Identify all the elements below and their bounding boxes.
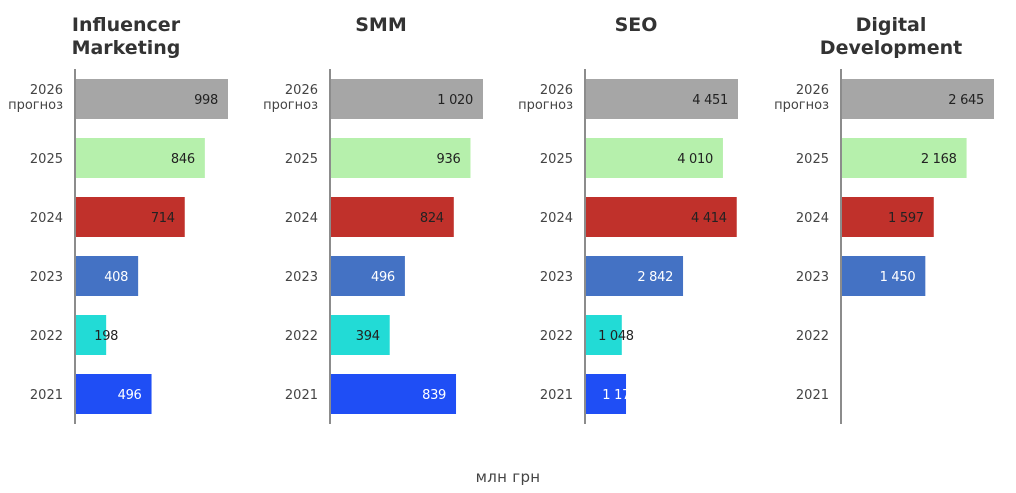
bar: [586, 197, 737, 237]
chart-panel: SMM 2026 прогноз 1 020 2025 936 2024 824 2023 496…: [263, 14, 483, 424]
bar: [842, 197, 934, 237]
category-label: 2022: [30, 329, 63, 344]
data-label: 846: [171, 152, 195, 167]
category-label: 2023: [540, 270, 573, 285]
category-label: 2021: [285, 388, 318, 403]
bar: [331, 79, 483, 119]
data-label: 4 451: [692, 93, 728, 108]
category-label: 2021: [796, 388, 829, 403]
unit-label: млн грн: [475, 468, 541, 486]
bar: [586, 374, 627, 414]
bar: [331, 256, 405, 296]
bar: [76, 256, 139, 296]
category-label: 2022: [540, 329, 573, 344]
category-label: 2026 прогноз: [518, 83, 573, 113]
chart-panel: Influencer Marketing 2026 прогноз 998 2025 846…: [8, 14, 228, 424]
category-label: 2024: [30, 211, 63, 226]
data-label: 1 597: [888, 211, 924, 226]
category-label: 2024: [796, 211, 829, 226]
panel-title: SEO: [615, 14, 658, 36]
data-label: 714: [151, 211, 175, 226]
category-label: 2026 прогноз: [263, 83, 318, 113]
category-label: 2025: [796, 152, 829, 167]
bar: [586, 256, 684, 296]
data-label: 496: [371, 270, 395, 285]
bar: [76, 79, 228, 119]
bar: [842, 138, 967, 178]
bar: [842, 256, 926, 296]
data-label: 2 645: [948, 93, 984, 108]
bar: [76, 374, 152, 414]
category-label: 2026 прогноз: [774, 83, 829, 113]
category-label: 2023: [796, 270, 829, 285]
bar: [331, 197, 454, 237]
data-label: 936: [437, 152, 461, 167]
panel-title: Influencer Marketing: [72, 14, 181, 59]
data-label: 2 842: [637, 270, 673, 285]
data-label: 496: [118, 388, 142, 403]
data-label: 1 020: [437, 93, 473, 108]
data-label: 1 048: [598, 329, 634, 344]
panel-title: SMM: [355, 14, 407, 36]
data-label: 824: [420, 211, 444, 226]
data-label: 4 010: [677, 152, 713, 167]
category-label: 2021: [30, 388, 63, 403]
category-label: 2023: [30, 270, 63, 285]
category-label: 2022: [285, 329, 318, 344]
bar: [76, 197, 185, 237]
category-label: 2024: [540, 211, 573, 226]
category-label: 2026 прогноз: [8, 83, 63, 113]
bar: [586, 79, 738, 119]
category-label: 2024: [285, 211, 318, 226]
data-label: 408: [104, 270, 128, 285]
bar: [331, 138, 471, 178]
bar: [76, 315, 107, 355]
data-label: 1 172: [602, 388, 638, 403]
chart-panel: SEO 2026 прогноз 4 451 2025 4 010 2024 4 414 202…: [518, 14, 738, 424]
data-label: 394: [356, 329, 380, 344]
data-label: 4 414: [691, 211, 727, 226]
data-label: 1 450: [880, 270, 916, 285]
bar: [586, 315, 622, 355]
bar: [842, 79, 994, 119]
category-label: 2025: [30, 152, 63, 167]
chart-panel: Digital Development 2026 прогноз 2 645 2025 2 …: [774, 14, 994, 424]
category-label: 2025: [285, 152, 318, 167]
bar: [331, 315, 390, 355]
category-label: 2022: [796, 329, 829, 344]
category-label: 2025: [540, 152, 573, 167]
bar: [586, 138, 723, 178]
data-label: 2 168: [921, 152, 957, 167]
category-label: 2023: [285, 270, 318, 285]
data-label: 998: [194, 93, 218, 108]
category-label: 2021: [540, 388, 573, 403]
data-label: 198: [94, 329, 118, 344]
bar: [331, 374, 457, 414]
bar: [76, 138, 205, 178]
panel-title: Digital Development: [820, 14, 962, 59]
data-label: 839: [422, 388, 446, 403]
